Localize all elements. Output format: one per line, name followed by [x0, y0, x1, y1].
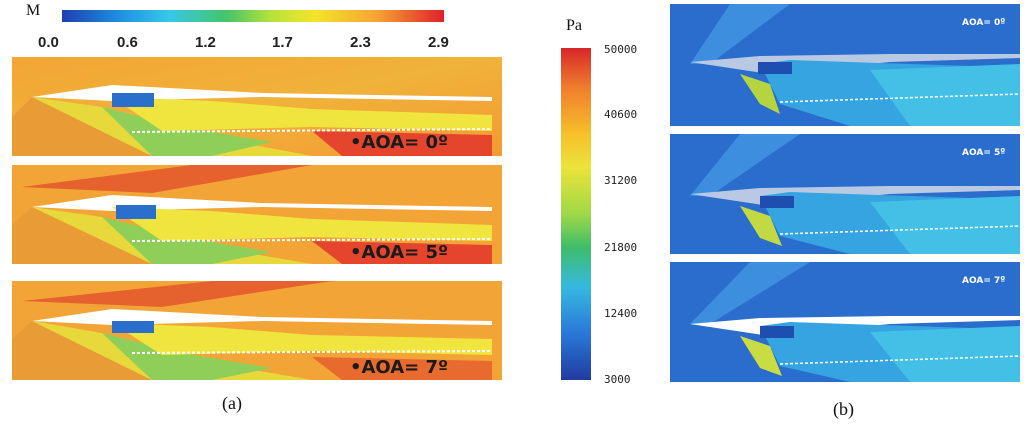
mach-colorbar-label: M	[26, 2, 41, 19]
pressure-colorbar	[561, 48, 591, 380]
caption-b: (b)	[833, 399, 854, 419]
pressure-panel-aoa-0: AOA= 0º	[670, 4, 1020, 126]
mach-contour-plot	[12, 57, 502, 156]
aoa-label: AOA= 5º	[962, 148, 1006, 158]
mach-tick: 0.0	[38, 34, 59, 51]
pressure-contour-plot	[670, 4, 1020, 126]
aoa-label: AOA= 7º	[962, 276, 1006, 286]
pressure-colorbar-label: Pa	[566, 17, 582, 34]
pressure-panel-aoa-7: AOA= 7º	[670, 262, 1020, 382]
mach-panel-aoa-7: •AOA= 7º	[12, 281, 502, 380]
mach-tick: 0.6	[117, 34, 138, 51]
pressure-panel-aoa-5: AOA= 5º	[670, 134, 1020, 254]
mach-tick: 2.9	[428, 34, 449, 51]
mach-contour-plot	[12, 281, 502, 380]
aoa-label: AOA= 0º	[962, 18, 1006, 28]
aoa-label: •AOA= 0º	[350, 132, 449, 153]
aoa-label: •AOA= 7º	[350, 357, 449, 378]
pressure-contour-plot	[670, 262, 1020, 382]
pressure-tick: 3000	[604, 373, 631, 386]
pressure-tick: 21800	[604, 241, 638, 254]
mach-panel-aoa-5: •AOA= 5º	[12, 165, 502, 264]
mach-colorbar	[62, 10, 444, 22]
mach-tick: 2.3	[350, 34, 371, 51]
mach-tick: 1.7	[272, 34, 293, 51]
mach-panel-aoa-0: •AOA= 0º	[12, 57, 502, 156]
pressure-tick: 40600	[604, 108, 638, 121]
pressure-tick: 12400	[604, 307, 638, 320]
mach-contour-plot	[12, 165, 502, 264]
pressure-tick: 50000	[604, 43, 638, 56]
pressure-contour-plot	[670, 134, 1020, 254]
pressure-tick: 31200	[604, 174, 638, 187]
caption-a: (a)	[222, 393, 242, 413]
mach-tick: 1.2	[195, 34, 216, 51]
aoa-label: •AOA= 5º	[350, 242, 449, 263]
